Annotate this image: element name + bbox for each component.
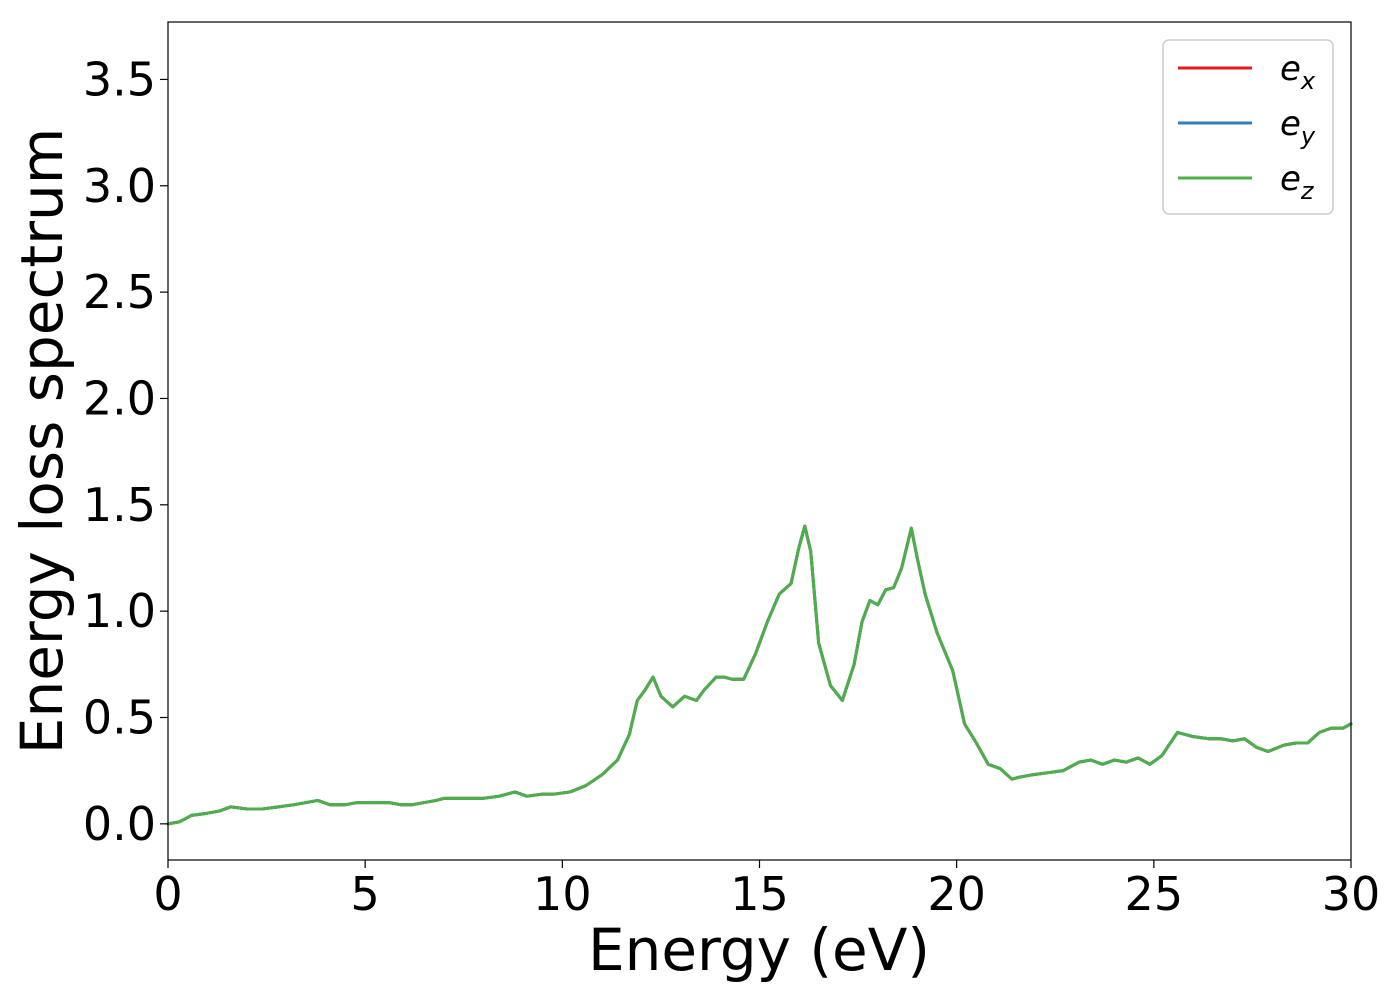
x-axis-ticks: 0 5 10 15 20 25 30 — [153, 860, 1380, 921]
y-axis-title: Energy loss spectrum — [8, 128, 76, 754]
legend-label-y: ey — [1280, 104, 1316, 150]
x-tick-label: 5 — [351, 867, 380, 921]
legend-label-x: ex — [1280, 49, 1316, 95]
y-tick-label: 0.0 — [83, 797, 156, 851]
y-tick-label: 2.0 — [83, 371, 156, 425]
series-layer — [166, 524, 1353, 826]
y-tick-label: 1.0 — [83, 584, 156, 638]
legend: ex ey ez — [1162, 39, 1334, 215]
x-axis-title: Energy (eV) — [588, 916, 930, 984]
plot-area — [168, 22, 1351, 860]
x-tick-label: 25 — [1125, 867, 1184, 921]
x-tick-label: 30 — [1322, 867, 1381, 921]
legend-label-z: ez — [1280, 159, 1315, 205]
series-line-e-z — [166, 524, 1353, 826]
y-axis-ticks: 0.0 0.5 1.0 1.5 2.0 2.5 3.0 3.5 — [83, 52, 168, 851]
y-tick-label: 0.5 — [83, 690, 156, 744]
x-tick-label: 15 — [730, 867, 789, 921]
y-tick-label: 1.5 — [83, 478, 156, 532]
y-tick-label: 3.5 — [83, 52, 156, 106]
x-tick-label: 0 — [153, 867, 182, 921]
x-tick-label: 10 — [533, 867, 592, 921]
legend-box — [1162, 39, 1334, 215]
x-tick-label: 20 — [927, 867, 986, 921]
y-tick-label: 2.5 — [83, 265, 156, 319]
y-tick-label: 3.0 — [83, 159, 156, 213]
